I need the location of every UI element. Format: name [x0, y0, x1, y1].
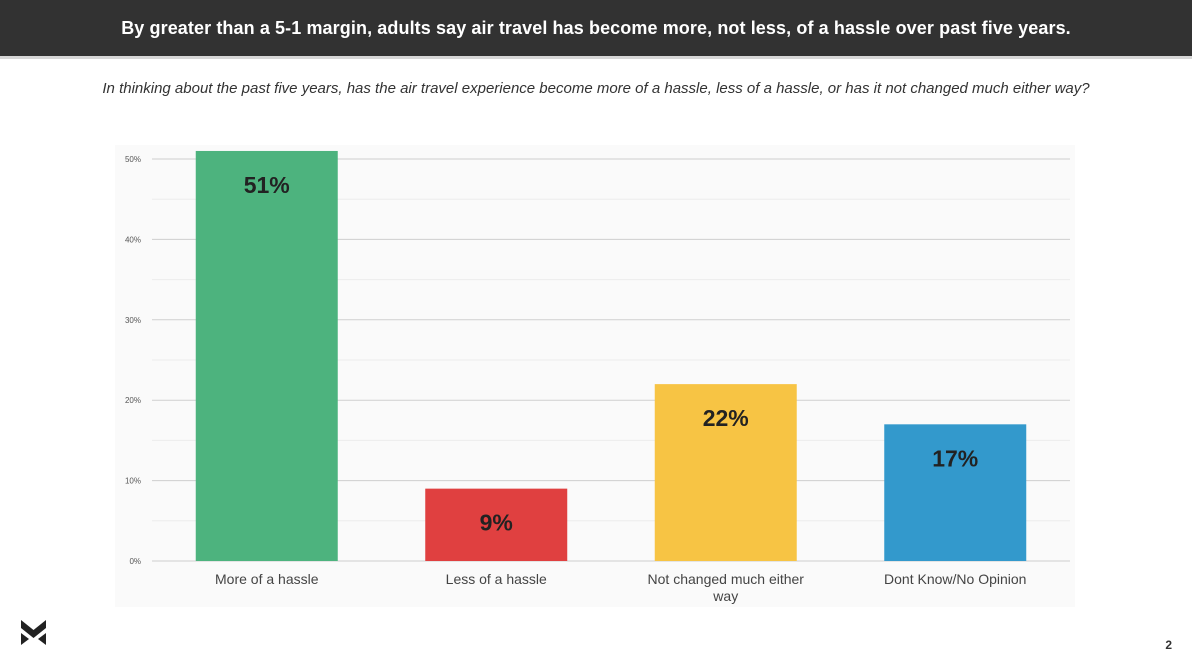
page-number: 2: [1165, 638, 1172, 652]
category-label: More of a hassle: [215, 571, 319, 587]
y-tick-label: 20%: [125, 396, 141, 405]
category-label: Not changed much either way: [648, 571, 805, 604]
y-axis-ticks: 0% 10% 20% 30% 40% 50%: [125, 155, 141, 566]
chevron-logo-icon: [21, 620, 46, 645]
header-banner: By greater than a 5-1 margin, adults say…: [0, 0, 1192, 59]
survey-question: In thinking about the past five years, h…: [102, 80, 1090, 97]
bar-value-label: 51%: [244, 172, 290, 198]
y-tick-label: 40%: [125, 235, 141, 244]
data-labels: 51% 9% 22% 17%: [244, 172, 979, 536]
bars: [195, 150, 1027, 561]
bar: [425, 488, 568, 561]
bar-value-label: 22%: [703, 405, 749, 431]
y-tick-label: 10%: [125, 477, 141, 486]
page-title: By greater than a 5-1 margin, adults say…: [121, 17, 1071, 38]
y-tick-label: 50%: [125, 155, 141, 164]
bar: [654, 384, 797, 561]
category-label: Less of a hassle: [446, 571, 547, 587]
bar: [884, 424, 1027, 561]
bar: [195, 150, 338, 561]
category-labels: More of a hassle Less of a hassle Not chan…: [215, 571, 1026, 604]
y-tick-label: 30%: [125, 316, 141, 325]
y-tick-label: 0%: [129, 557, 141, 566]
bar-value-label: 17%: [932, 445, 978, 471]
category-label: Dont Know/No Opinion: [884, 571, 1026, 587]
bar-value-label: 9%: [480, 510, 513, 536]
